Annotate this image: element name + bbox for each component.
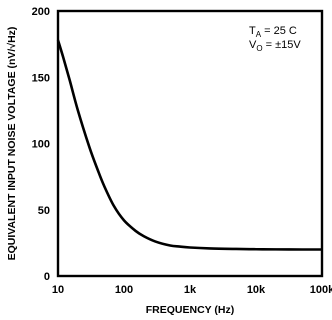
y-tick-label: 0 [44, 271, 50, 283]
y-tick-label: 100 [32, 139, 50, 151]
noise-curve [56, 39, 323, 251]
y-tick-label: 150 [32, 72, 50, 84]
x-tick-label: 100 [115, 284, 133, 296]
x-tick-label: 100k [310, 284, 332, 296]
y-tick-label: 50 [38, 205, 50, 217]
x-axis-label: FREQUENCY (Hz) [146, 304, 234, 316]
plot-frame [56, 9, 324, 278]
condition-annotation: VO = ±15V [249, 39, 301, 53]
y-axis-label: EQUIVALENT INPUT NOISE VOLTAGE (nV/√Hz) [6, 27, 18, 261]
x-tick-label: 10 [52, 284, 64, 296]
x-tick-label: 10k [247, 284, 266, 296]
y-tick-label: 200 [32, 6, 50, 18]
x-tick-label: 1k [184, 284, 197, 296]
condition-annotation: TA = 25 C [249, 25, 297, 39]
